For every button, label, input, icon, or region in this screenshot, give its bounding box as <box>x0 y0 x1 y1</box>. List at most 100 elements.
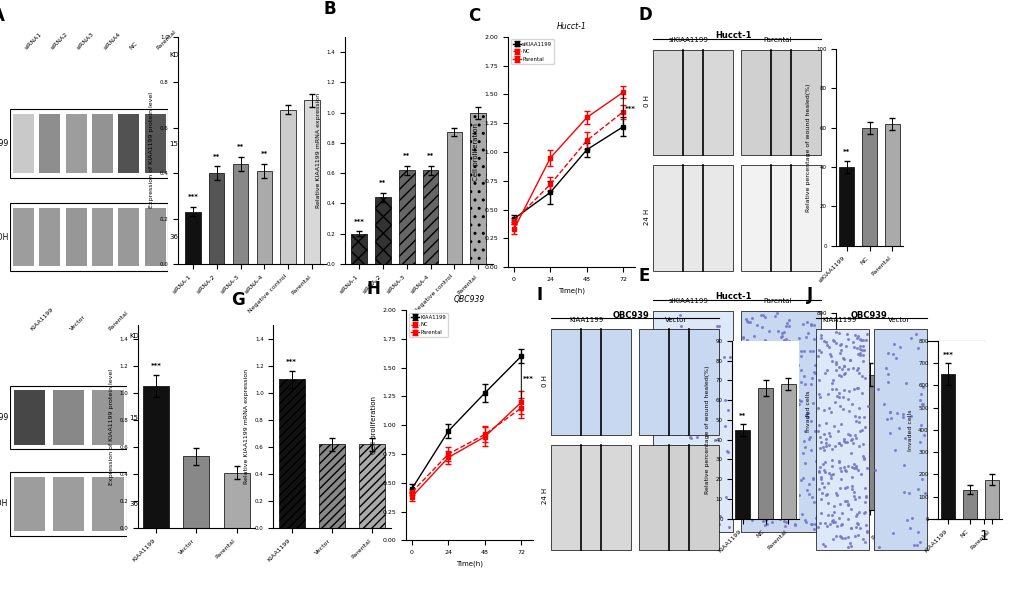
Point <box>845 438 861 448</box>
Point <box>902 333 918 343</box>
Point <box>829 387 846 397</box>
Point <box>798 517 814 527</box>
Point <box>802 519 818 529</box>
Text: H: H <box>366 280 380 298</box>
Point <box>843 433 859 443</box>
Point <box>851 441 867 451</box>
Point <box>786 365 802 375</box>
Text: ***: *** <box>187 195 199 200</box>
Point <box>764 464 781 473</box>
Point <box>750 370 766 379</box>
Text: siRNA3: siRNA3 <box>76 31 95 50</box>
Point <box>855 508 871 518</box>
Point <box>815 405 832 415</box>
Text: KIAA1199: KIAA1199 <box>822 317 856 323</box>
Point <box>832 463 848 473</box>
Point <box>801 480 817 489</box>
Point <box>822 351 839 360</box>
Text: 153: 153 <box>129 414 143 421</box>
Point <box>739 384 755 394</box>
Point <box>762 395 779 405</box>
Point <box>777 321 794 331</box>
Point <box>804 373 820 383</box>
Bar <box>550 329 631 435</box>
Y-axis label: Cell proliferation: Cell proliferation <box>371 396 377 454</box>
Point <box>773 328 790 338</box>
Point <box>699 350 715 360</box>
Point <box>878 348 895 358</box>
Point <box>839 499 855 508</box>
Point <box>788 426 804 436</box>
Point <box>783 446 799 456</box>
Point <box>669 464 686 473</box>
Point <box>839 514 855 524</box>
Point <box>858 462 874 472</box>
Text: siRNA4: siRNA4 <box>102 31 121 50</box>
Point <box>688 411 704 421</box>
Text: 0 H: 0 H <box>644 95 650 107</box>
Point <box>762 480 779 490</box>
Point <box>806 360 822 370</box>
Bar <box>13 208 34 266</box>
Point <box>650 516 666 526</box>
Point <box>700 488 716 498</box>
Point <box>855 341 871 351</box>
Point <box>760 455 776 465</box>
Point <box>767 480 784 490</box>
Bar <box>652 165 733 271</box>
Point <box>799 328 815 338</box>
Point <box>679 488 695 497</box>
Point <box>824 515 841 525</box>
Point <box>843 484 859 494</box>
Bar <box>740 311 820 532</box>
Point <box>915 430 931 440</box>
Point <box>770 463 787 473</box>
Point <box>744 465 760 475</box>
Text: J: J <box>806 286 812 304</box>
Point <box>692 350 708 360</box>
Point <box>784 464 800 474</box>
Bar <box>423 170 438 264</box>
Point <box>886 339 902 349</box>
Point <box>776 521 793 531</box>
Point <box>821 349 838 359</box>
Point <box>741 317 757 327</box>
Text: ***: *** <box>523 376 533 382</box>
Point <box>765 376 782 386</box>
Point <box>832 371 848 381</box>
Point <box>824 375 841 385</box>
Point <box>916 488 932 498</box>
Point <box>815 541 832 551</box>
Text: **: ** <box>261 151 268 157</box>
Point <box>836 496 852 506</box>
Point <box>869 384 886 394</box>
Point <box>810 344 826 354</box>
Point <box>754 497 770 507</box>
Point <box>791 491 807 500</box>
Point <box>855 454 871 464</box>
Point <box>809 403 825 413</box>
Point <box>854 350 870 360</box>
Bar <box>93 391 123 445</box>
Point <box>806 368 822 378</box>
Point <box>690 382 706 392</box>
Bar <box>65 114 87 173</box>
Point <box>785 428 801 438</box>
Point <box>809 353 825 363</box>
Point <box>808 346 824 356</box>
Point <box>757 379 773 389</box>
Point <box>703 360 719 370</box>
Point <box>763 389 780 399</box>
Point <box>807 513 823 523</box>
Bar <box>53 391 85 445</box>
Point <box>816 457 833 467</box>
Point <box>820 468 837 478</box>
Bar <box>652 311 733 532</box>
Point <box>718 447 735 457</box>
Point <box>844 363 860 373</box>
Point <box>817 337 834 347</box>
Point <box>852 335 868 345</box>
Point <box>771 419 788 429</box>
Point <box>780 509 796 519</box>
Point <box>790 333 806 343</box>
